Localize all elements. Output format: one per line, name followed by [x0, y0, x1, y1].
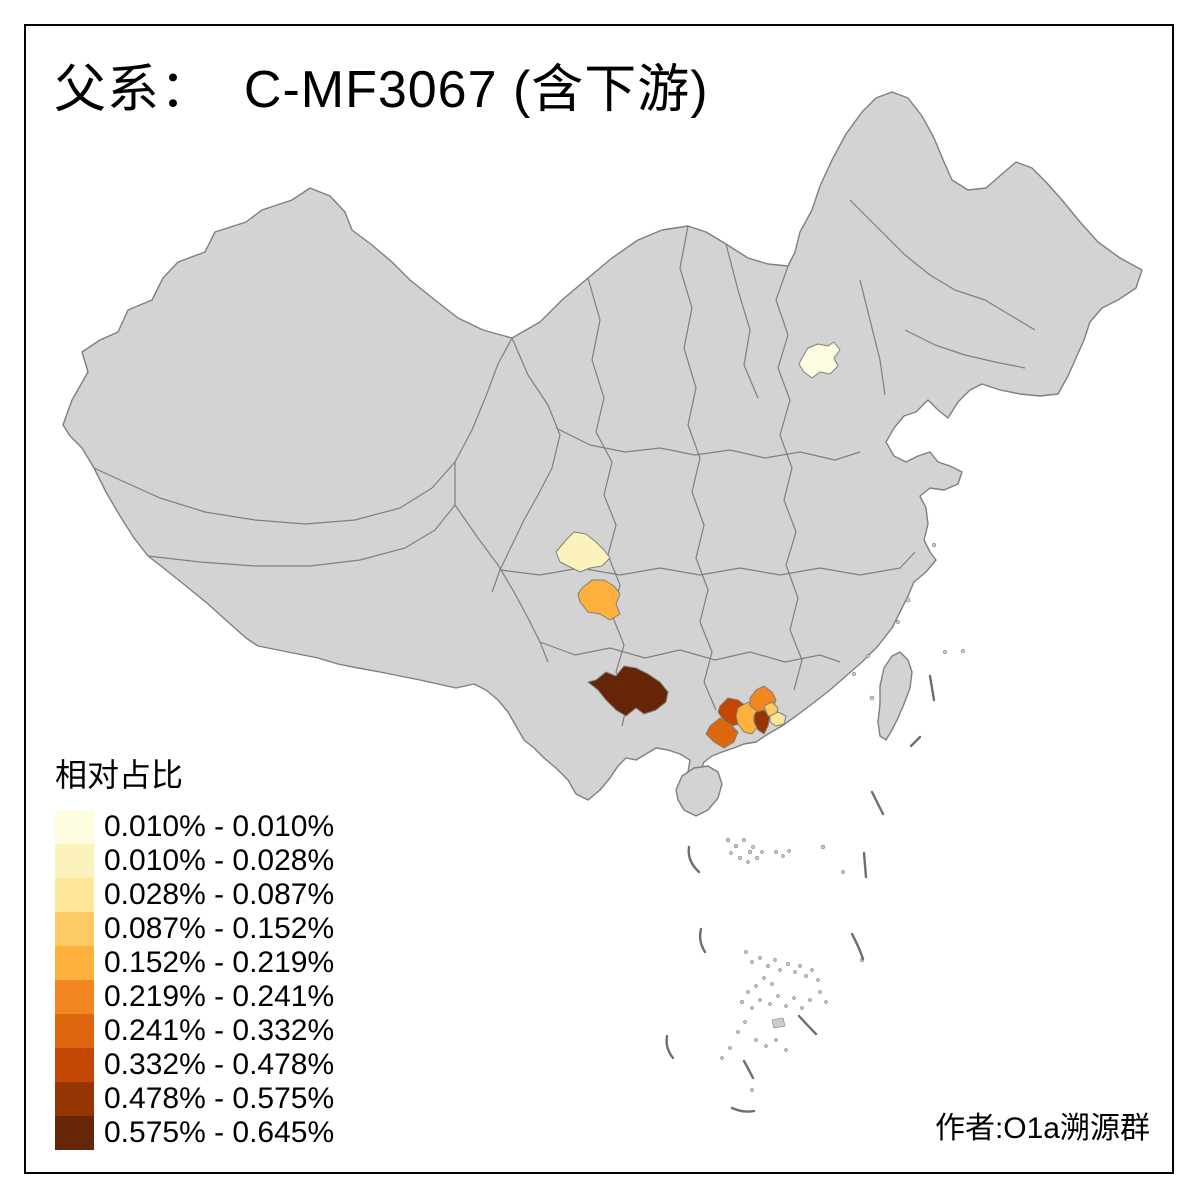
legend-label: 0.241% - 0.332%: [104, 1014, 335, 1047]
legend-label: 0.332% - 0.478%: [104, 1048, 335, 1081]
legend-label: 0.152% - 0.219%: [104, 946, 335, 979]
legend-row: 0.241% - 0.332%: [55, 1014, 334, 1048]
legend-swatch: [55, 1048, 94, 1082]
legend-row: 0.010% - 0.028%: [55, 844, 334, 878]
region-jiangmen-area: [705, 717, 739, 749]
region-chengdu-sichuan: [555, 531, 611, 573]
legend-row: 0.010% - 0.010%: [55, 810, 334, 844]
nine-dash-line: [665, 674, 936, 1113]
legend-row: 0.087% - 0.152%: [55, 912, 334, 946]
legend-swatch: [55, 980, 94, 1014]
legend-rows: 0.010% - 0.010% 0.010% - 0.028% 0.028% -…: [55, 810, 334, 1150]
taiwan-island: [877, 651, 913, 741]
legend-label: 0.087% - 0.152%: [104, 912, 335, 945]
legend-row: 0.028% - 0.087%: [55, 878, 334, 912]
legend: 相对占比 0.010% - 0.010% 0.010% - 0.028% 0.0…: [55, 750, 334, 1150]
legend-row: 0.219% - 0.241%: [55, 980, 334, 1014]
legend-swatch: [55, 878, 94, 912]
province-borders: [93, 199, 1036, 727]
legend-swatch: [55, 946, 94, 980]
legend-label: 0.219% - 0.241%: [104, 980, 335, 1013]
legend-swatch: [55, 1116, 94, 1150]
coastal-and-south-china-sea-islands: [720, 542, 965, 1092]
legend-label: 0.010% - 0.010%: [104, 810, 335, 843]
author-credit: 作者:O1a溯源群: [934, 1112, 1150, 1145]
region-beijing: [798, 341, 841, 379]
legend-label: 0.478% - 0.575%: [104, 1082, 335, 1115]
china-mainland: [62, 91, 1143, 801]
plot-frame: [24, 24, 1174, 1174]
legend-swatch: [55, 912, 94, 946]
legend-label: 0.028% - 0.087%: [104, 878, 335, 911]
hainan-island: [675, 765, 723, 817]
legend-row: 0.575% - 0.645%: [55, 1116, 334, 1150]
legend-swatch: [55, 810, 94, 844]
legend-swatch: [55, 1014, 94, 1048]
legend-title: 相对占比: [55, 757, 184, 793]
legend-label: 0.575% - 0.645%: [104, 1116, 335, 1149]
legend-row: 0.478% - 0.575%: [55, 1082, 334, 1116]
legend-swatch: [55, 1082, 94, 1116]
region-pearl-delta-pale: [769, 711, 787, 727]
highlighted-regions: [555, 341, 841, 749]
legend-swatch: [55, 844, 94, 878]
legend-row: 0.332% - 0.478%: [55, 1048, 334, 1082]
page-title: 父系： C-MF3067 (含下游): [54, 61, 709, 119]
legend-row: 0.152% - 0.219%: [55, 946, 334, 980]
region-south-sichuan: [577, 579, 621, 621]
legend-label: 0.010% - 0.028%: [104, 844, 335, 877]
region-southwest-guizhou: [587, 665, 669, 717]
